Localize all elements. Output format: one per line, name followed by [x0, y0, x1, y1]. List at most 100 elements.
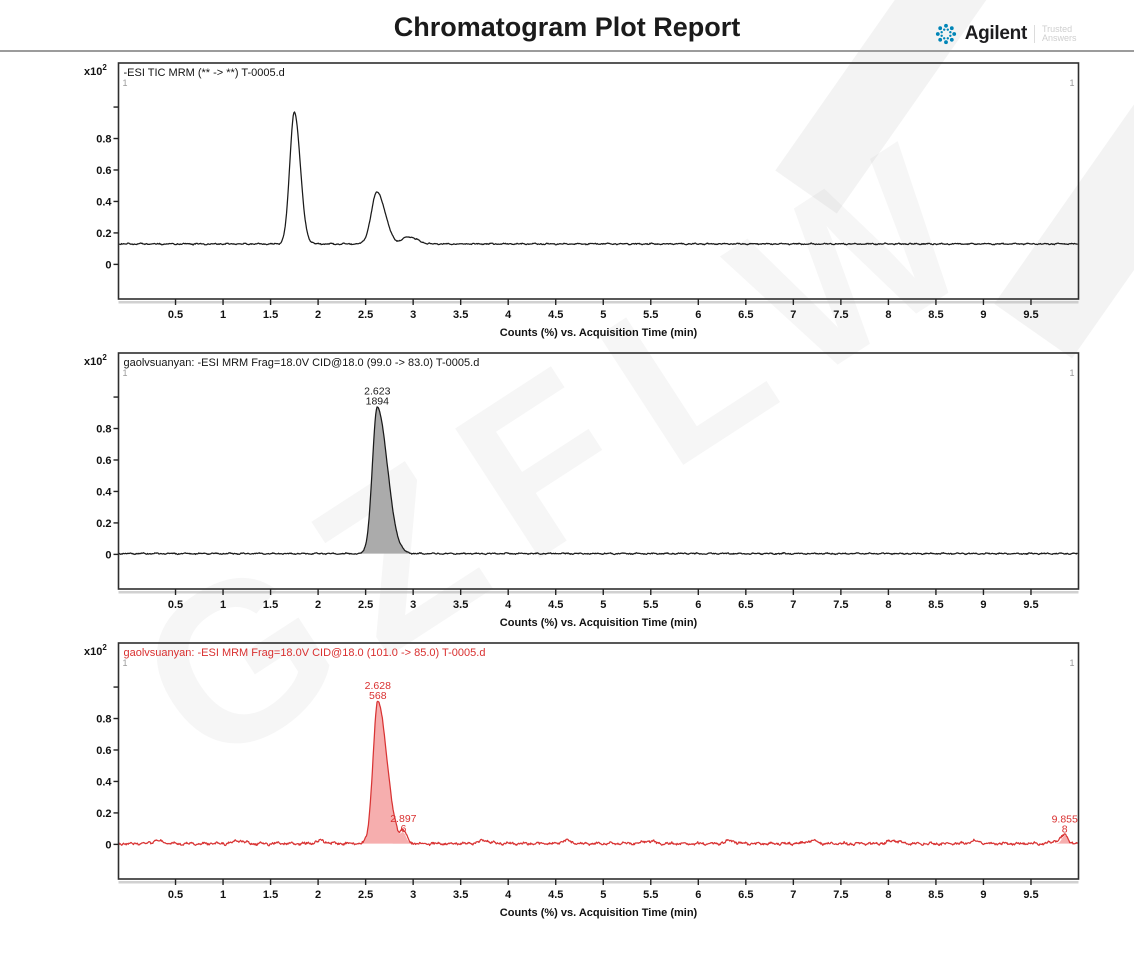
svg-text:2: 2: [315, 599, 321, 611]
svg-text:2: 2: [315, 889, 321, 901]
svg-text:4.5: 4.5: [548, 599, 563, 611]
svg-text:2: 2: [315, 309, 321, 321]
svg-text:0.2: 0.2: [96, 228, 111, 240]
svg-text:0.5: 0.5: [168, 599, 183, 611]
svg-text:8.5: 8.5: [928, 309, 943, 321]
svg-text:9.5: 9.5: [1023, 309, 1038, 321]
svg-text:8: 8: [885, 889, 891, 901]
svg-text:-ESI TIC MRM (** -> **) T-0005: -ESI TIC MRM (** -> **) T-0005.d: [124, 67, 285, 79]
svg-text:1: 1: [1070, 368, 1075, 378]
svg-text:1: 1: [123, 78, 128, 88]
svg-text:6.5: 6.5: [738, 889, 753, 901]
svg-text:9: 9: [980, 889, 986, 901]
agilent-brand-text: Agilent: [964, 23, 1028, 44]
svg-text:7: 7: [790, 889, 796, 901]
svg-text:7: 7: [790, 599, 796, 611]
svg-text:1: 1: [220, 309, 226, 321]
svg-text:Counts (%) vs. Acquisition Tim: Counts (%) vs. Acquisition Time (min): [500, 907, 698, 919]
svg-text:x102: x102: [84, 63, 107, 78]
svg-text:0.6: 0.6: [96, 165, 111, 177]
svg-text:5: 5: [600, 889, 606, 901]
svg-text:Counts (%) vs. Acquisition Tim: Counts (%) vs. Acquisition Time (min): [500, 617, 698, 629]
chromatogram-panel-mrm-101-85: x102 0 0.2 0.4 0.6 0.8 0.5 1 1.5 2 2.5 3 3.5 4 4.5 5 5.5…: [84, 642, 1080, 919]
svg-text:5.5: 5.5: [643, 309, 658, 321]
svg-text:9: 9: [980, 599, 986, 611]
svg-text:Counts (%) vs. Acquisition Tim: Counts (%) vs. Acquisition Time (min): [500, 327, 698, 339]
svg-text:0: 0: [105, 549, 111, 561]
svg-text:8: 8: [885, 599, 891, 611]
svg-text:7.5: 7.5: [833, 599, 848, 611]
svg-text:1: 1: [123, 658, 128, 668]
svg-text:6.5: 6.5: [738, 599, 753, 611]
report-header: Chromatogram Plot Report Agilent Trusted…: [0, 0, 1134, 50]
svg-text:3.5: 3.5: [453, 309, 468, 321]
svg-text:8.5: 8.5: [928, 599, 943, 611]
agilent-logo: Agilent Trusted Answers: [934, 22, 1104, 46]
svg-text:1: 1: [1070, 658, 1075, 668]
svg-text:1.5: 1.5: [263, 599, 278, 611]
svg-text:0.5: 0.5: [168, 309, 183, 321]
svg-text:gaolvsuanyan: -ESI MRM Frag=18: gaolvsuanyan: -ESI MRM Frag=18.0V CID@18…: [124, 647, 486, 659]
svg-text:0.8: 0.8: [96, 424, 111, 436]
svg-text:2.623: 2.623: [364, 385, 390, 397]
svg-text:0.5: 0.5: [168, 889, 183, 901]
svg-text:0.4: 0.4: [96, 486, 112, 498]
svg-text:7.5: 7.5: [833, 889, 848, 901]
svg-text:2.897: 2.897: [390, 813, 416, 825]
svg-text:568: 568: [369, 690, 387, 702]
svg-text:1.5: 1.5: [263, 309, 278, 321]
svg-text:gaolvsuanyan: -ESI MRM Frag=18: gaolvsuanyan: -ESI MRM Frag=18.0V CID@18…: [124, 357, 480, 369]
svg-text:5: 5: [600, 309, 606, 321]
svg-text:5: 5: [600, 599, 606, 611]
svg-text:7: 7: [790, 309, 796, 321]
svg-text:9.5: 9.5: [1023, 889, 1038, 901]
svg-text:0.6: 0.6: [96, 455, 111, 467]
svg-text:9.855: 9.855: [1052, 814, 1078, 826]
svg-text:4: 4: [505, 309, 512, 321]
svg-text:5.5: 5.5: [643, 889, 658, 901]
svg-text:5.5: 5.5: [643, 599, 658, 611]
chromatogram-panel-mrm-99-83: x102 0 0.2 0.4 0.6 0.8 0.5 1 1.5 2 2.5 3 3.5 4 4.5 5 5.5…: [84, 352, 1080, 629]
agilent-spark-icon: [935, 23, 956, 45]
report-title: Chromatogram Plot Report: [393, 12, 741, 42]
svg-text:2.5: 2.5: [358, 599, 373, 611]
svg-text:0.4: 0.4: [96, 776, 112, 788]
svg-text:3.5: 3.5: [453, 599, 468, 611]
svg-text:8: 8: [885, 309, 891, 321]
svg-text:1: 1: [220, 599, 226, 611]
svg-text:7.5: 7.5: [833, 309, 848, 321]
svg-text:3: 3: [410, 309, 416, 321]
svg-text:0.4: 0.4: [96, 196, 112, 208]
svg-text:8.5: 8.5: [928, 889, 943, 901]
svg-text:0.2: 0.2: [96, 518, 111, 530]
svg-text:4.5: 4.5: [548, 309, 563, 321]
chromatogram-panel-tic: x102 0 0.2 0.4 0.6 0.8 0.5 1 1.5 2 2.5 3 3.5 4 4.5 5 5.5…: [84, 62, 1080, 339]
svg-text:0: 0: [105, 259, 111, 271]
svg-text:0.8: 0.8: [96, 134, 111, 146]
svg-text:x102: x102: [84, 353, 107, 368]
svg-text:6: 6: [695, 309, 701, 321]
svg-text:1: 1: [220, 889, 226, 901]
svg-text:1.5: 1.5: [263, 889, 278, 901]
svg-text:8: 8: [1062, 824, 1068, 836]
logo-divider: [1034, 25, 1035, 43]
svg-text:0.6: 0.6: [96, 745, 111, 757]
svg-text:6: 6: [400, 823, 406, 835]
svg-text:1: 1: [123, 368, 128, 378]
svg-text:9.5: 9.5: [1023, 599, 1038, 611]
svg-text:6: 6: [695, 889, 701, 901]
svg-text:3.5: 3.5: [453, 889, 468, 901]
svg-text:3: 3: [410, 889, 416, 901]
svg-text:6.5: 6.5: [738, 309, 753, 321]
svg-text:2.5: 2.5: [358, 889, 373, 901]
svg-text:0: 0: [105, 839, 111, 851]
svg-text:0.8: 0.8: [96, 714, 111, 726]
svg-text:0.2: 0.2: [96, 808, 111, 820]
svg-text:6: 6: [695, 599, 701, 611]
header-rule: [0, 50, 1134, 52]
svg-text:4.5: 4.5: [548, 889, 563, 901]
svg-text:2.628: 2.628: [365, 680, 391, 692]
svg-text:1894: 1894: [366, 395, 390, 407]
svg-text:3: 3: [410, 599, 416, 611]
svg-text:4: 4: [505, 599, 512, 611]
